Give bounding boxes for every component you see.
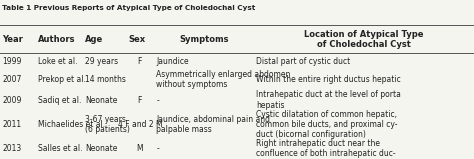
Text: 29 years: 29 years [85,57,118,66]
Text: Sadiq et al.: Sadiq et al. [38,96,82,105]
Text: Intrahepatic duct at the level of porta
hepatis: Intrahepatic duct at the level of porta … [256,90,401,110]
Text: Loke et al.: Loke et al. [38,57,77,66]
Text: 4 F and 2 M: 4 F and 2 M [118,120,162,129]
Text: Symptoms: Symptoms [179,35,228,44]
Text: Salles et al.: Salles et al. [38,144,82,153]
Text: Sex: Sex [128,35,145,44]
Text: Within the entire right ductus hepatic: Within the entire right ductus hepatic [256,75,401,84]
Text: Cystic dilatation of common hepatic,
common bile ducts, and proximal cy-
duct (b: Cystic dilatation of common hepatic, com… [256,110,398,139]
Text: 2007: 2007 [2,75,22,84]
Text: Neonate: Neonate [85,144,118,153]
Text: 2009: 2009 [2,96,22,105]
Text: F: F [137,96,142,105]
Text: Location of Atypical Type
of Choledochal Cyst: Location of Atypical Type of Choledochal… [304,30,424,49]
Text: Michaelides et al.: Michaelides et al. [38,120,105,129]
Text: 2011: 2011 [2,120,21,129]
Text: M: M [137,144,143,153]
Text: Neonate: Neonate [85,96,118,105]
Text: F: F [137,57,142,66]
Text: Jaundice: Jaundice [156,57,189,66]
Text: 1999: 1999 [2,57,22,66]
Text: Table 1 Previous Reports of Atypical Type of Choledochal Cyst: Table 1 Previous Reports of Atypical Typ… [2,5,255,11]
Text: Distal part of cystic duct: Distal part of cystic duct [256,57,350,66]
Text: 3-67 years
(6 patients): 3-67 years (6 patients) [85,115,130,134]
Text: Jaundice, abdominal pain and
palpable mass: Jaundice, abdominal pain and palpable ma… [156,115,271,134]
Text: Age: Age [85,35,104,44]
Text: Year: Year [2,35,23,44]
Text: Asymmetrically enlarged abdomen
without symptoms: Asymmetrically enlarged abdomen without … [156,70,291,89]
Text: -: - [156,96,159,105]
Text: 14 months: 14 months [85,75,126,84]
Text: Authors: Authors [38,35,75,44]
Text: 2013: 2013 [2,144,22,153]
Text: Prekop et al.: Prekop et al. [38,75,86,84]
Text: -: - [156,144,159,153]
Text: Right intrahepatic duct near the
confluence of both intrahepatic duc-: Right intrahepatic duct near the conflue… [256,139,396,158]
